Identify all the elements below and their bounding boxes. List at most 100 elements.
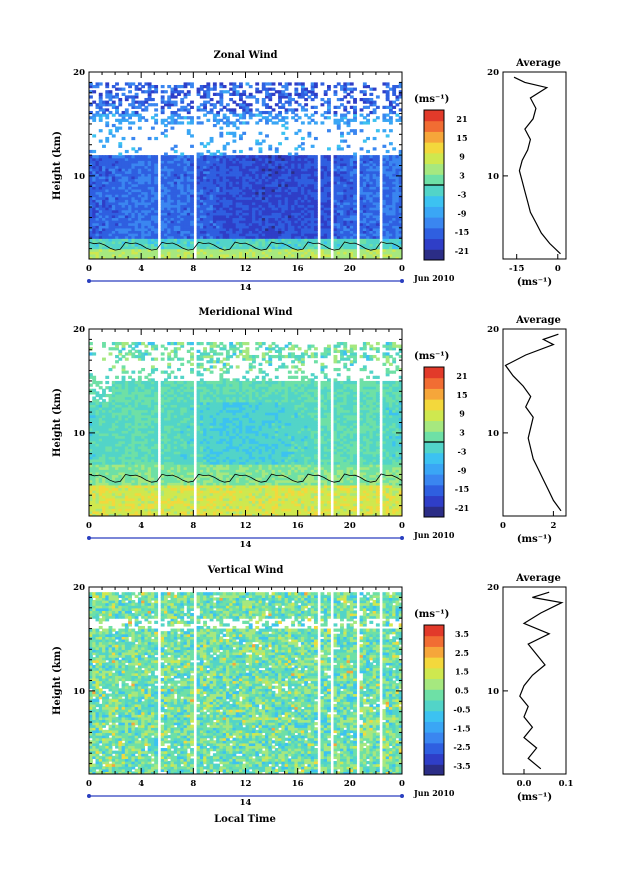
heatmap-cell — [203, 186, 207, 190]
heatmap-cell — [398, 207, 402, 211]
heatmap-cell — [313, 503, 318, 507]
heatmap-cell — [278, 217, 282, 221]
heatmap-cell — [271, 246, 276, 250]
heatmap-cell — [128, 225, 132, 229]
heatmap-cell — [398, 92, 402, 96]
heatmap-cell — [131, 227, 136, 232]
heatmap-cell — [294, 155, 299, 159]
heatmap-cell — [323, 212, 328, 216]
heatmap-cell — [235, 235, 240, 239]
heatmap-cell — [160, 209, 165, 213]
heatmap-cell — [225, 235, 230, 239]
heatmap-cell — [89, 181, 93, 185]
heatmap-cell — [131, 147, 136, 151]
heatmap-cell — [180, 121, 185, 125]
heatmap-cell — [287, 227, 292, 232]
heatmap-cell — [388, 235, 393, 239]
heatmap-cell — [362, 508, 367, 512]
heatmap-cell — [180, 505, 185, 509]
day-bar-end — [400, 279, 404, 283]
heatmap-cell — [336, 188, 341, 193]
heatmap-cell — [271, 191, 276, 195]
heatmap-cell — [346, 225, 351, 229]
heatmap-cell — [186, 505, 191, 509]
heatmap-cell — [372, 100, 377, 104]
heatmap-cell — [105, 214, 110, 219]
heatmap-cell — [238, 207, 243, 211]
heatmap-cell — [102, 183, 106, 187]
heatmap-cell — [190, 243, 194, 247]
heatmap-cell — [196, 116, 201, 120]
heatmap-cell — [219, 240, 224, 245]
heatmap-cell — [102, 196, 106, 200]
heatmap-cell — [219, 196, 224, 200]
heatmap-cell — [232, 131, 237, 135]
heatmap-cell — [118, 225, 123, 229]
heatmap-cell — [336, 118, 341, 122]
heatmap-cell — [323, 513, 328, 516]
heatmap-cell — [203, 508, 207, 512]
heatmap-cell — [180, 256, 185, 259]
heatmap-cell — [294, 207, 299, 211]
heatmap-cell — [134, 513, 139, 516]
heatmap-cell — [307, 220, 312, 224]
heatmap-cell — [199, 222, 204, 226]
heatmap-cell — [278, 256, 282, 259]
heatmap-cell — [128, 246, 132, 250]
zero-contour — [89, 241, 402, 251]
heatmap-cell — [281, 240, 286, 245]
heatmap-cell — [242, 201, 247, 206]
heatmap-cell — [238, 225, 243, 229]
heatmap-cell — [167, 207, 172, 211]
heatmap-cell — [206, 87, 211, 91]
heatmap-cell — [261, 513, 266, 516]
heatmap-cell — [265, 87, 269, 91]
heatmap-cell — [271, 227, 276, 232]
heatmap-cell — [392, 168, 397, 172]
heatmap-cell — [225, 243, 230, 247]
heatmap-cell — [307, 510, 312, 515]
heatmap-cell — [232, 123, 237, 128]
heatmap-cell — [124, 191, 129, 195]
heatmap-cell — [258, 173, 263, 177]
heatmap-cell — [154, 183, 159, 187]
heatmap-cell — [398, 253, 402, 258]
heatmap-cell — [281, 222, 286, 226]
heatmap-cell — [216, 503, 221, 507]
heatmap-cell — [118, 222, 123, 226]
heatmap-cell — [359, 214, 364, 219]
heatmap-cell — [388, 217, 393, 221]
heatmap-cell — [163, 188, 168, 193]
heatmap-cell — [160, 212, 165, 216]
heatmap-cell — [261, 248, 266, 252]
heatmap-cell — [372, 238, 377, 242]
heatmap-cell — [212, 246, 217, 250]
heatmap-cell — [177, 183, 181, 187]
heatmap-cell — [199, 505, 204, 509]
heatmap-cell — [385, 253, 390, 258]
heatmap-cell — [219, 235, 224, 239]
heatmap-cell — [353, 170, 357, 174]
colorbar-segment — [424, 185, 444, 197]
heatmap-cell — [336, 222, 341, 226]
heatmap-cell — [333, 204, 338, 208]
heatmap-cell — [150, 196, 155, 200]
heatmap-cell — [229, 110, 234, 115]
heatmap-cell — [144, 233, 149, 237]
heatmap-cell — [209, 240, 214, 245]
heatmap-cell — [258, 212, 263, 216]
heatmap-cell — [92, 186, 97, 190]
heatmap-cell — [372, 165, 377, 169]
heatmap-cell — [199, 173, 204, 177]
heatmap-cell — [219, 157, 224, 161]
heatmap-cell — [320, 196, 325, 200]
heatmap-cell — [278, 188, 282, 193]
heatmap-cell — [196, 209, 201, 213]
heatmap-cell — [366, 168, 370, 172]
heatmap-cell — [180, 243, 185, 247]
heatmap-cell — [369, 235, 374, 239]
heatmap-cell — [388, 246, 393, 250]
heatmap-cell — [235, 183, 240, 187]
heatmap-cell — [118, 160, 123, 164]
heatmap-cell — [323, 253, 328, 258]
